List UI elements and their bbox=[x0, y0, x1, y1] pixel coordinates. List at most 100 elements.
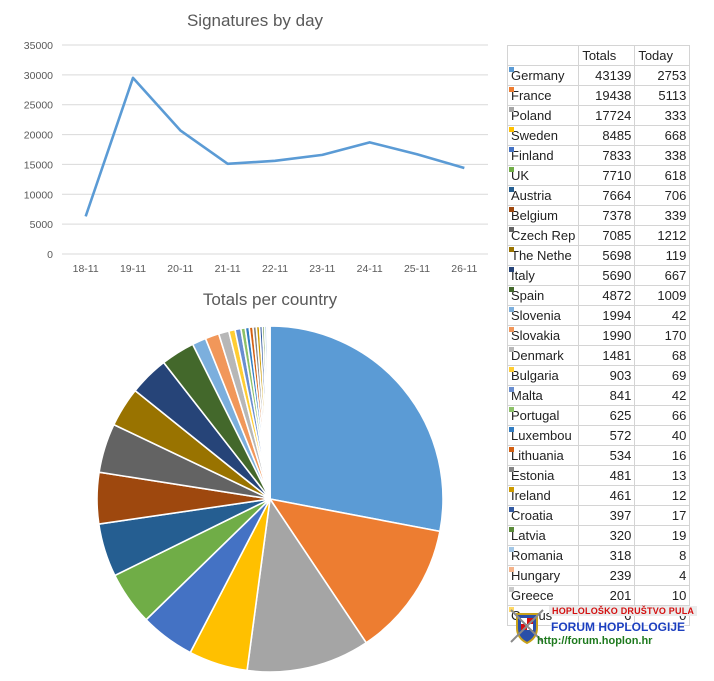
table-cell-totals: 8485 bbox=[578, 125, 636, 146]
legend-marker-icon bbox=[509, 347, 514, 352]
pie-chart-title: Totals per country bbox=[203, 290, 338, 309]
table-cell-totals: 7664 bbox=[578, 185, 636, 206]
country-name: Bulgaria bbox=[511, 368, 559, 383]
table-cell-totals: 201 bbox=[578, 585, 636, 606]
table-row: Latvia 320 19 bbox=[506, 525, 691, 546]
table-cell-totals: 318 bbox=[578, 545, 636, 566]
country-name: Slovenia bbox=[511, 308, 561, 323]
legend-marker-icon bbox=[509, 567, 514, 572]
y-tick-label: 30000 bbox=[24, 70, 53, 82]
line-chart-gridlines bbox=[62, 44, 488, 255]
country-name: Croatia bbox=[511, 508, 553, 523]
table-cell-totals: 1481 bbox=[578, 345, 636, 366]
table-cell-country: Czech Rep bbox=[506, 225, 580, 246]
pie-chart: Totals per country bbox=[96, 290, 444, 673]
country-name: Hungary bbox=[511, 568, 561, 583]
country-name: Greece bbox=[511, 588, 554, 603]
table-cell-country: Germany bbox=[506, 65, 580, 86]
table-cell-country: The Nethe bbox=[506, 245, 580, 266]
country-table: Totals Today Germany 43139 2753 France 19438… bbox=[506, 45, 691, 626]
table-row: Luxembou 572 40 bbox=[506, 425, 691, 446]
table-cell-today: 5113 bbox=[634, 85, 691, 106]
legend-marker-icon bbox=[509, 287, 514, 292]
table-body: Germany 43139 2753 France 19438 5113 Poland 177… bbox=[506, 65, 691, 626]
y-tick-label: 25000 bbox=[24, 100, 53, 112]
table-cell-country: Finland bbox=[506, 145, 580, 166]
forum-watermark: HOPLOLOŠKO DRUŠTVO PULA FORUM HOPLOLOGIJ… bbox=[507, 604, 707, 654]
country-name: Denmark bbox=[511, 348, 564, 363]
table-cell-country: Estonia bbox=[506, 465, 580, 486]
y-tick-label: 15000 bbox=[24, 159, 53, 171]
y-tick-label: 20000 bbox=[24, 130, 53, 142]
table-cell-today: 10 bbox=[634, 585, 691, 606]
watermark-society-name: HOPLOLOŠKO DRUŠTVO PULA bbox=[549, 606, 698, 616]
country-name: Italy bbox=[511, 268, 535, 283]
table-cell-today: 119 bbox=[634, 245, 691, 266]
legend-marker-icon bbox=[509, 267, 514, 272]
country-name: Czech Rep bbox=[511, 228, 576, 243]
country-name: Luxembou bbox=[511, 428, 572, 443]
table-row: Denmark 1481 68 bbox=[506, 345, 691, 366]
country-name: Malta bbox=[511, 388, 543, 403]
pie-slice bbox=[268, 497, 441, 644]
table-cell-totals: 239 bbox=[578, 565, 636, 586]
table-cell-totals: 43139 bbox=[578, 65, 636, 86]
table-header-today: Today bbox=[634, 45, 691, 66]
table-cell-today: 2753 bbox=[634, 65, 691, 86]
legend-marker-icon bbox=[509, 447, 514, 452]
country-name: Austria bbox=[511, 188, 552, 203]
legend-marker-icon bbox=[509, 187, 514, 192]
table-cell-totals: 841 bbox=[578, 385, 636, 406]
legend-marker-icon bbox=[509, 87, 514, 92]
legend-marker-icon bbox=[509, 527, 514, 532]
line-chart-series bbox=[84, 76, 465, 217]
table-cell-totals: 397 bbox=[578, 505, 636, 526]
table-cell-today: 69 bbox=[634, 365, 691, 386]
table-cell-today: 17 bbox=[634, 505, 691, 526]
table-row: Croatia 397 17 bbox=[506, 505, 691, 526]
legend-marker-icon bbox=[509, 367, 514, 372]
table-row: Finland 7833 338 bbox=[506, 145, 691, 166]
table-cell-country: Austria bbox=[506, 185, 580, 206]
table-cell-country: Bulgaria bbox=[506, 365, 580, 386]
table-row: Greece 201 10 bbox=[506, 585, 691, 606]
table-cell-country: Romania bbox=[506, 545, 580, 566]
country-name: Sweden bbox=[511, 128, 558, 143]
legend-marker-icon bbox=[509, 387, 514, 392]
table-cell-country: Malta bbox=[506, 385, 580, 406]
pie-slice bbox=[246, 496, 368, 673]
table-cell-today: 16 bbox=[634, 445, 691, 466]
x-tick-label: 25-11 bbox=[404, 263, 430, 275]
table-cell-today: 618 bbox=[634, 165, 691, 186]
table-cell-totals: 534 bbox=[578, 445, 636, 466]
table-row: Hungary 239 4 bbox=[506, 565, 691, 586]
table-cell-country: Italy bbox=[506, 265, 580, 286]
table-row: Lithuania 534 16 bbox=[506, 445, 691, 466]
country-name: Spain bbox=[511, 288, 545, 303]
table-cell-country: Luxembou bbox=[506, 425, 580, 446]
table-cell-country: Slovakia bbox=[506, 325, 580, 346]
pie-slice bbox=[269, 325, 444, 533]
table-cell-today: 68 bbox=[634, 345, 691, 366]
table-cell-country: Poland bbox=[506, 105, 580, 126]
x-tick-label: 21-11 bbox=[215, 263, 241, 275]
table-cell-today: 13 bbox=[634, 465, 691, 486]
table-cell-totals: 903 bbox=[578, 365, 636, 386]
table-cell-country: Belgium bbox=[506, 205, 580, 226]
table-row: Spain 4872 1009 bbox=[506, 285, 691, 306]
table-cell-totals: 7378 bbox=[578, 205, 636, 226]
x-tick-label: 22-11 bbox=[262, 263, 288, 275]
table-row: Portugal 625 66 bbox=[506, 405, 691, 426]
country-name: Belgium bbox=[511, 208, 558, 223]
table-cell-country: Latvia bbox=[506, 525, 580, 546]
table-cell-country: Hungary bbox=[506, 565, 580, 586]
country-name: Latvia bbox=[511, 528, 546, 543]
legend-marker-icon bbox=[509, 467, 514, 472]
table-cell-today: 4 bbox=[634, 565, 691, 586]
pie-chart-slices bbox=[96, 325, 444, 673]
table-row: The Nethe 5698 119 bbox=[506, 245, 691, 266]
country-name: Finland bbox=[511, 148, 554, 163]
x-tick-label: 23-11 bbox=[309, 263, 335, 275]
legend-marker-icon bbox=[509, 147, 514, 152]
table-cell-today: 8 bbox=[634, 545, 691, 566]
